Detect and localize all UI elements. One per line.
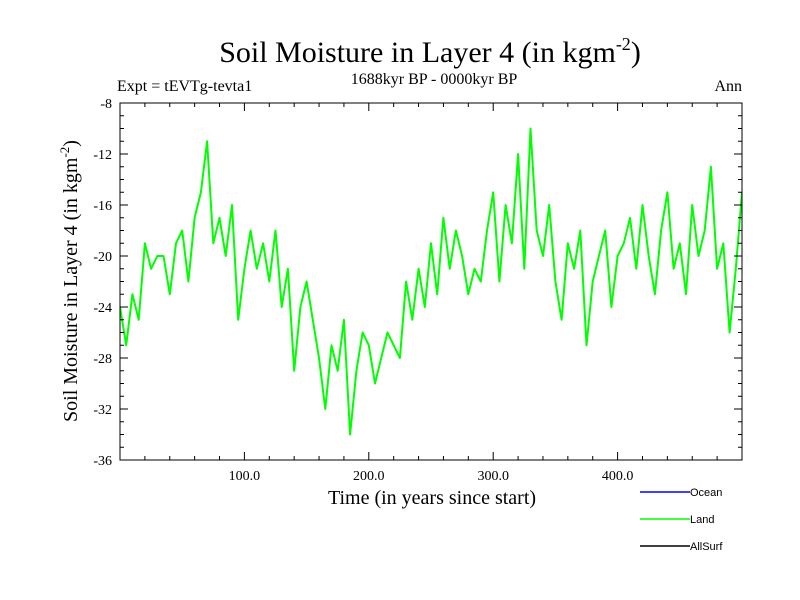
legend-item-land: Land [640, 514, 714, 526]
plot-frame [119, 102, 743, 461]
legend: Ocean Land AllSurf [640, 487, 723, 553]
y-tick-label: -36 [93, 454, 112, 469]
x-tick-label: 200.0 [353, 469, 385, 484]
legend-label: AllSurf [690, 541, 723, 553]
experiment-label: Expt = tEVTg-tevta1 [117, 78, 252, 95]
legend-label: Land [690, 514, 714, 526]
axes: 100.0 200.0 300.0 400.0 -8 -12 -16 -20 -24 -28 -32… [93, 97, 743, 484]
legend-item-ocean: Ocean [640, 487, 722, 499]
x-tick-label: 400.0 [602, 469, 634, 484]
legend-label: Ocean [690, 487, 722, 499]
series-line-land [120, 127, 742, 436]
series-layer [120, 127, 742, 436]
x-tick-label: 300.0 [477, 469, 509, 484]
y-tick-label: -16 [93, 199, 112, 214]
legend-item-allsurf: AllSurf [640, 541, 723, 553]
chart-title: Soil Moisture in Layer 4 (in kgm-2) [219, 34, 641, 69]
y-tick-label: -28 [93, 352, 112, 367]
y-axis-label: Soil Moisture in Layer 4 (in kgm-2) [57, 140, 82, 422]
y-tick-label: -12 [93, 148, 112, 163]
y-tick-label: -8 [100, 97, 112, 112]
chart-subtitle: 1688kyr BP - 0000kyr BP [351, 71, 518, 88]
season-label: Ann [714, 78, 742, 95]
x-tick-label: 100.0 [229, 469, 261, 484]
x-axis-label: Time (in years since start) [328, 487, 536, 509]
y-tick-label: -24 [93, 301, 112, 316]
y-tick-label: -20 [93, 250, 112, 265]
y-tick-label: -32 [93, 403, 112, 418]
